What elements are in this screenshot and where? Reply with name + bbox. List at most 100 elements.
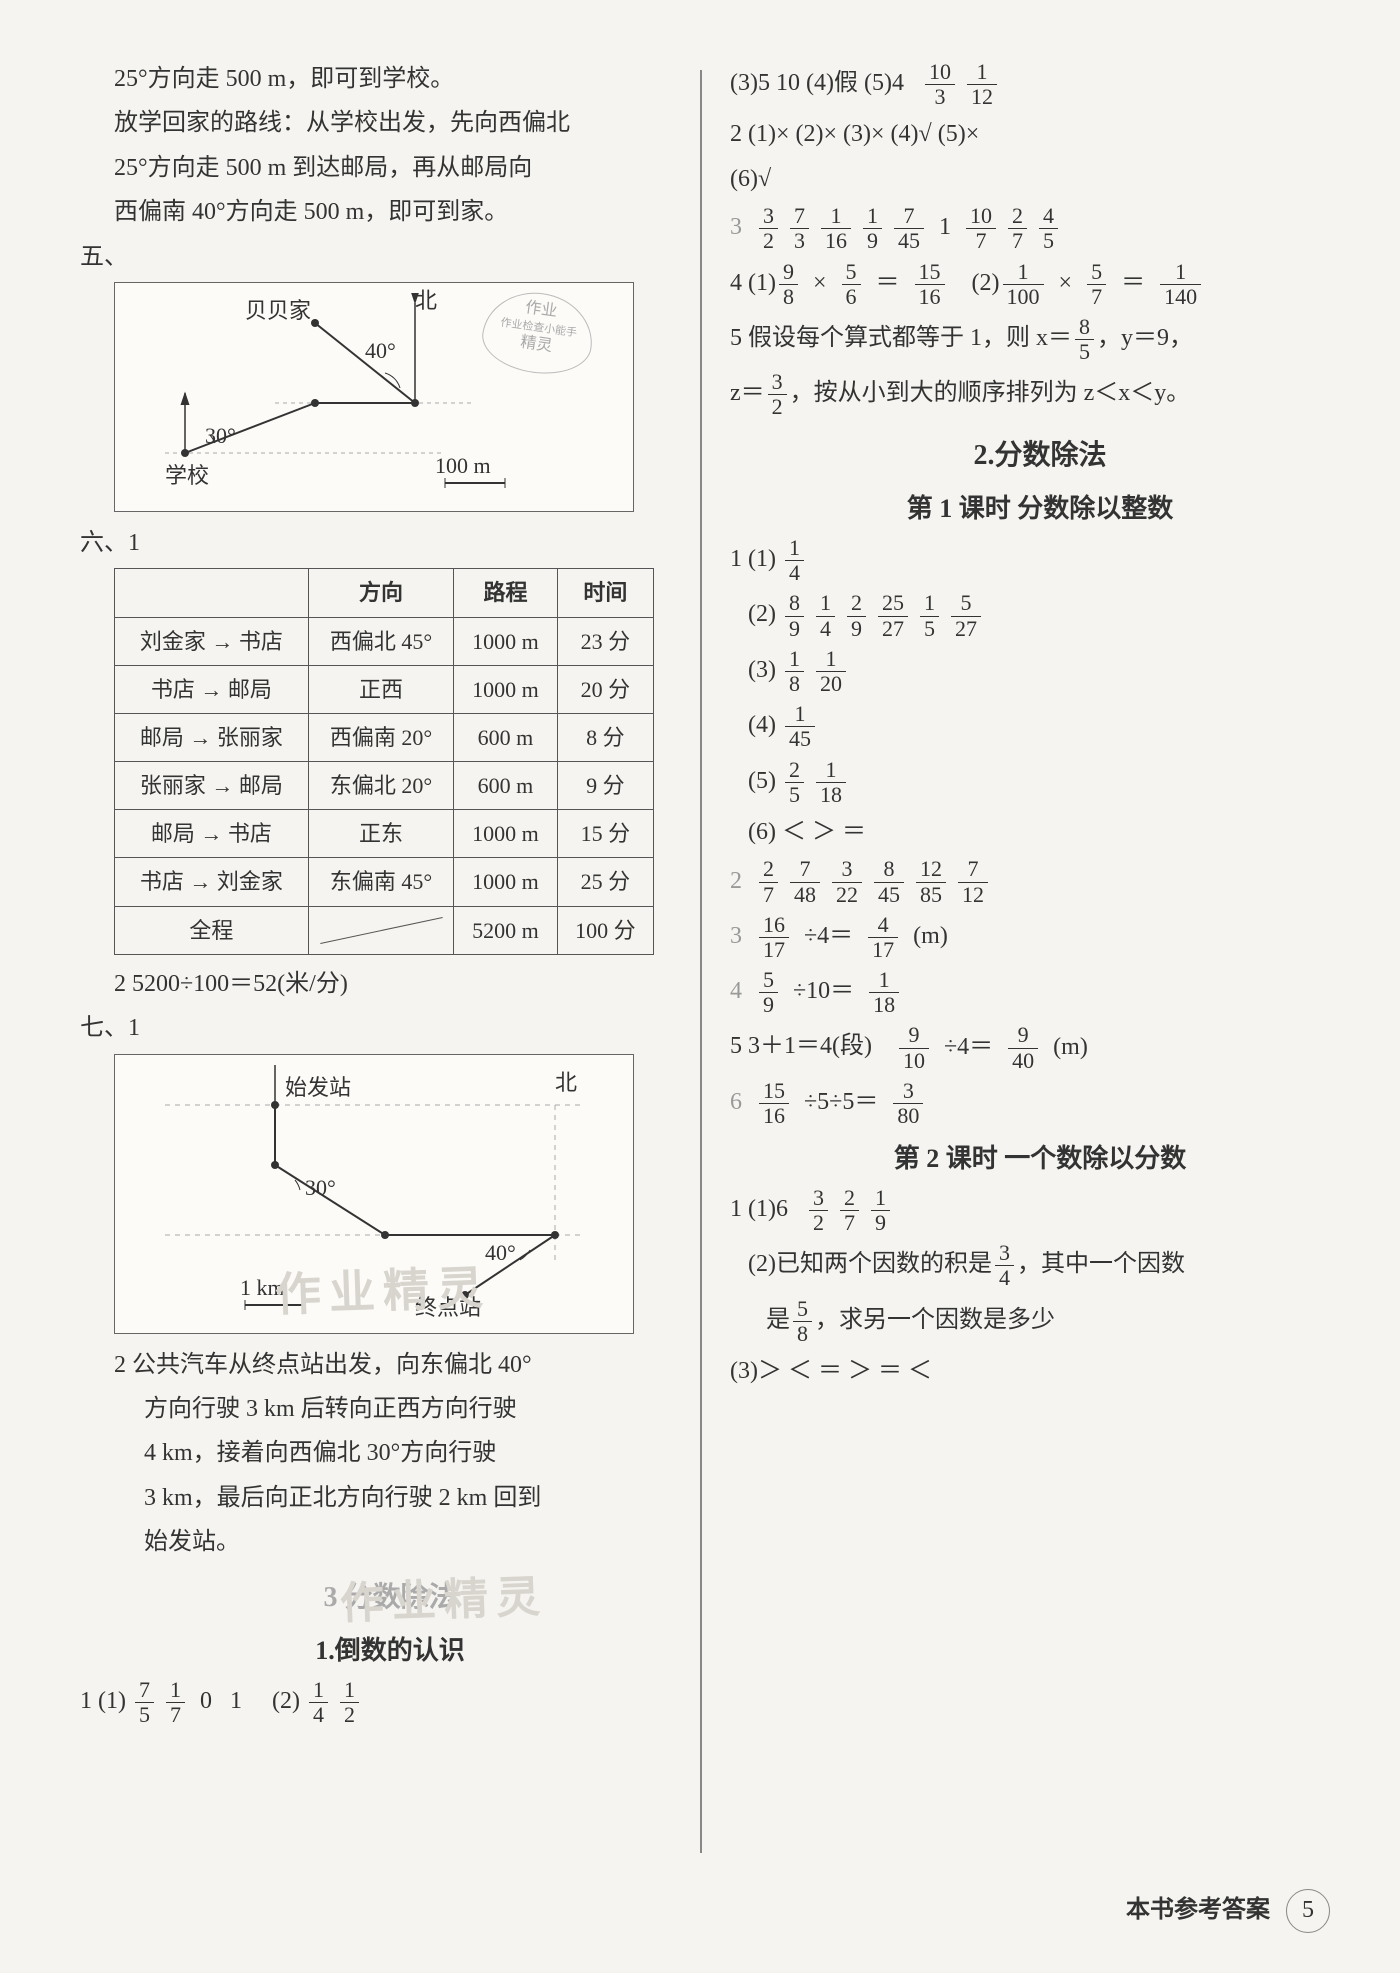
table-cell: 9 分 (557, 762, 653, 810)
diagram-5: 作业 作业检查小能手 精灵 贝贝家 北 (114, 282, 634, 512)
p1-item: (3) 18 120 (730, 647, 1350, 696)
table-cell: 正东 (308, 810, 454, 858)
left-column: 25°方向走 500 m，即可到学校。 放学回家的路线：从学校出发，先向西偏北 … (80, 60, 700, 1733)
table-cell (308, 906, 454, 954)
table-row: 邮局 → 书店正东1000 m15 分 (115, 810, 654, 858)
table-row: 邮局 → 张丽家西偏南 20°600 m8 分 (115, 713, 654, 761)
table-cell: 全程 (115, 906, 309, 954)
table-header (115, 569, 309, 617)
q1-1: 1 (1) 75 17 0 1 (2) 14 12 (80, 1678, 700, 1727)
table-row: 书店 → 刘金家东偏南 45°1000 m25 分 (115, 858, 654, 906)
intro-line: 25°方向走 500 m 到达邮局，再从邮局向 (80, 149, 700, 187)
table-cell: 刘金家 → 书店 (115, 617, 309, 665)
page-number: 5 (1286, 1889, 1330, 1933)
r-q2b: (6)√ (730, 160, 1350, 198)
table-cell: 8 分 (557, 713, 653, 761)
section-2-heading: 2.分数除法 (730, 434, 1350, 479)
scale-1km: 1 km (240, 1270, 285, 1305)
section-6-label: 六、1 (80, 524, 700, 562)
r-q3: 3 32 73 116 19 745 1 107 27 45 (730, 204, 1350, 253)
bus-line: 3 km，最后向正北方向行驶 2 km 回到 (80, 1479, 700, 1517)
r-q4: 4 (1)98 × 56 ＝ 1516 (2)1100 × 57 ＝ 1140 (730, 260, 1350, 309)
section-7-label: 七、1 (80, 1009, 700, 1047)
r-line1: (3)5 10 (4)假 (5)4 103 112 (730, 60, 1350, 109)
table-row: 张丽家 → 邮局东偏北 20°600 m9 分 (115, 762, 654, 810)
route-table: 方向路程时间 刘金家 → 书店西偏北 45°1000 m23 分书店 → 邮局正… (114, 568, 654, 955)
table-cell: 600 m (454, 762, 557, 810)
intro-line: 放学回家的路线：从学校出发，先向西偏北 (80, 104, 700, 142)
diagram-7: 始发站 北 30° 40° 1 km 终点站 作业精灵 (114, 1054, 634, 1334)
r-q5a: 5 假设每个算式都等于 1，则 x＝85，y＝9， (730, 315, 1350, 364)
table-cell: 正西 (308, 665, 454, 713)
right-column: (3)5 10 (4)假 (5)4 103 112 2 (1)× (2)× (3… (730, 60, 1350, 1733)
table-cell: 西偏南 20° (308, 713, 454, 761)
table-row: 书店 → 邮局正西1000 m20 分 (115, 665, 654, 713)
angle-30: 30° (205, 418, 236, 453)
p1-item: 1 (1) 14 (730, 536, 1350, 585)
sub-1-heading: 1.倒数的认识 (80, 1630, 700, 1672)
angle-40: 40° (365, 333, 396, 368)
table-cell: 张丽家 → 邮局 (115, 762, 309, 810)
angle-30-b: 30° (305, 1170, 336, 1205)
lesson-2-heading: 第 2 课时 一个数除以分数 (730, 1138, 1350, 1180)
table-header: 时间 (557, 569, 653, 617)
table-cell: 1000 m (454, 858, 557, 906)
table-cell: 5200 m (454, 906, 557, 954)
table-cell: 1000 m (454, 810, 557, 858)
p1-item: (2) 89 14 29 2527 15 527 (730, 591, 1350, 640)
table-cell: 东偏北 20° (308, 762, 454, 810)
p1-item: (6) ＜ ＞ ＝ (730, 813, 1350, 851)
r1-1: 1 (1)6 32 27 19 (730, 1186, 1350, 1235)
scale-label: 100 m (435, 448, 491, 483)
north-label-2: 北 (555, 1065, 577, 1100)
lesson-1-heading: 第 1 课时 分数除以整数 (730, 488, 1350, 530)
diagram-7-svg (125, 1065, 625, 1325)
intro-line: 25°方向走 500 m，即可到学校。 (80, 60, 700, 98)
table-cell: 23 分 (557, 617, 653, 665)
beibei-label: 贝贝家 (245, 293, 311, 328)
end-label: 终点站 (415, 1290, 481, 1325)
r-p3: 3 1617 ÷4＝ 417 (m) (730, 913, 1350, 962)
table-row: 刘金家 → 书店西偏北 45°1000 m23 分 (115, 617, 654, 665)
table-cell: 西偏北 45° (308, 617, 454, 665)
table-cell: 20 分 (557, 665, 653, 713)
table-header: 方向 (308, 569, 454, 617)
section-5-label: 五、 (80, 238, 700, 276)
r-q2: 2 (1)× (2)× (3)× (4)√ (5)× (730, 115, 1350, 153)
table-cell: 1000 m (454, 617, 557, 665)
r-p2: 2 27 748 322 845 1285 712 (730, 857, 1350, 906)
r1-2a: (2)已知两个因数的积是34，其中一个因数 (730, 1241, 1350, 1290)
school-label: 学校 (165, 458, 209, 493)
angle-40-b: 40° (485, 1235, 516, 1270)
intro-line: 西偏南 40°方向走 500 m，即可到家。 (80, 193, 700, 231)
table-cell: 邮局 → 张丽家 (115, 713, 309, 761)
table-cell: 书店 → 刘金家 (115, 858, 309, 906)
table-row: 全程 5200 m100 分 (115, 906, 654, 954)
p1-item: (5) 25 118 (730, 758, 1350, 807)
north-label: 北 (415, 283, 437, 318)
table-cell: 邮局 → 书店 (115, 810, 309, 858)
footer-label: 本书参考答案 (1126, 1897, 1270, 1923)
table-cell: 1000 m (454, 665, 557, 713)
table-cell: 100 分 (557, 906, 653, 954)
r-p4: 4 59 ÷10＝ 118 (730, 968, 1350, 1017)
column-divider (700, 70, 702, 1853)
table-header: 路程 (454, 569, 557, 617)
r-q5b: z＝32，按从小到大的顺序排列为 z＜x＜y。 (730, 370, 1350, 419)
bus-line: 4 km，接着向西偏北 30°方向行驶 (80, 1434, 700, 1472)
r-p6: 6 1516 ÷5÷5＝ 380 (730, 1079, 1350, 1128)
footer: 本书参考答案 5 (1126, 1889, 1330, 1933)
r1-3: (3)＞ ＜ ＝ ＞ ＝ ＜ (730, 1352, 1350, 1390)
p1-item: (4) 145 (730, 702, 1350, 751)
chapter-3-heading: 3 分数除法 作业精灵 (80, 1576, 700, 1621)
bus-line: 2 公共汽车从终点站出发，向东偏北 40° (80, 1346, 700, 1384)
start-label: 始发站 (285, 1070, 351, 1105)
bus-line: 始发站。 (80, 1523, 700, 1561)
calc-6-2: 2 5200÷100＝52(米/分) (80, 965, 700, 1003)
table-cell: 25 分 (557, 858, 653, 906)
r1-2b: 是58，求另一个因数是多少 (730, 1297, 1350, 1346)
r-p5: 5 3＋1＝4(段) 910 ÷4＝ 940 (m) (730, 1023, 1350, 1072)
table-cell: 东偏南 45° (308, 858, 454, 906)
bus-line: 方向行驶 3 km 后转向正西方向行驶 (80, 1390, 700, 1428)
table-cell: 书店 → 邮局 (115, 665, 309, 713)
